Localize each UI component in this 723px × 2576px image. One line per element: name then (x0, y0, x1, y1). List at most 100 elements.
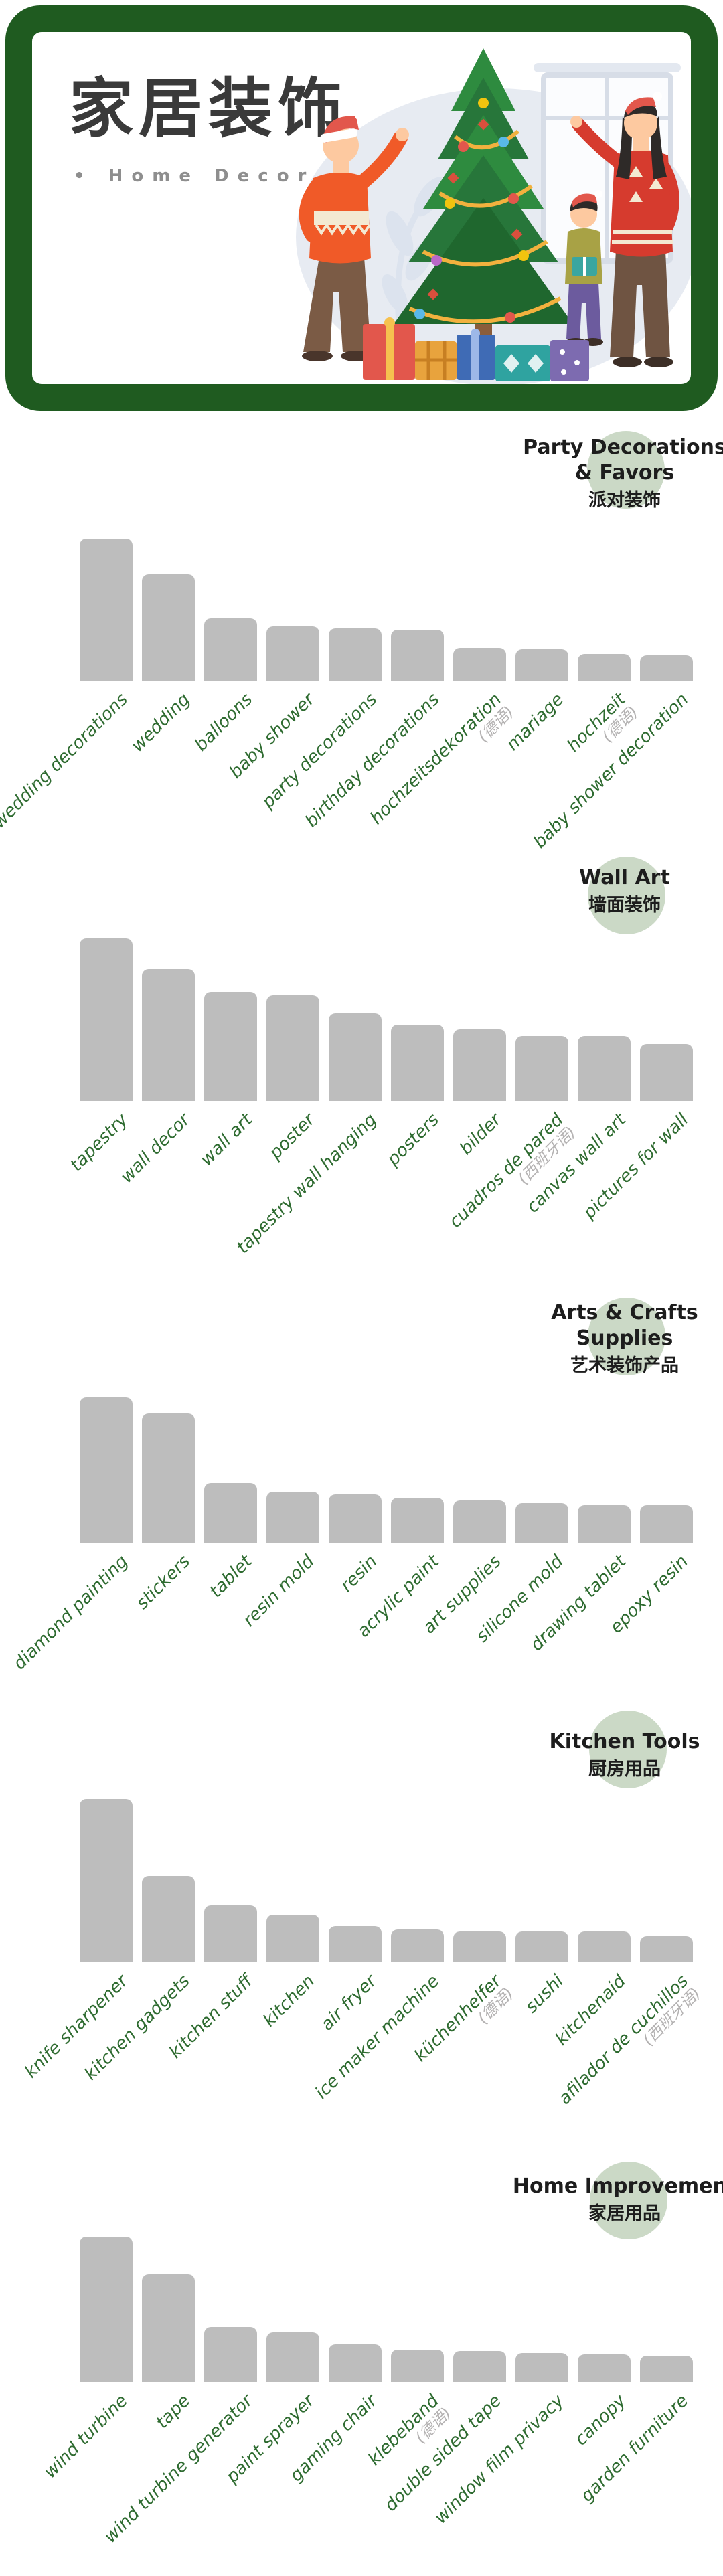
x-axis-labels: wind turbine tape wind turbine generator pa… (40, 2382, 698, 2549)
bar (453, 1931, 507, 1962)
bar (639, 2356, 694, 2382)
x-tick-label: tablet (206, 1551, 257, 1602)
bar-chart-wall-art: tapestry wall decor wall art poster tapestry… (66, 938, 698, 1268)
bar-slot (573, 1397, 635, 1543)
section-title-en-line1: Kitchen Tools (549, 1730, 700, 1753)
x-tick-label-text: wedding (127, 689, 195, 756)
x-tick-label: canopy (571, 2391, 630, 2450)
bar (453, 648, 507, 681)
section-title-zh: 家居用品 (588, 2203, 661, 2224)
bar-slot (511, 938, 573, 1101)
bar-slot (386, 1397, 449, 1543)
bar (577, 654, 631, 681)
bar-slot (635, 1397, 698, 1543)
x-tick: wedding decorations (0, 681, 137, 848)
bar (266, 626, 320, 681)
x-tick: kitchen stuff (165, 1962, 262, 2130)
x-tick-label-text: sushi (521, 1971, 568, 2018)
bar (204, 618, 258, 681)
section-title-zh: 派对装饰 (588, 490, 661, 511)
bar-slot (635, 539, 698, 681)
section-title: Kitchen Tools 厨房用品 (550, 1729, 700, 1782)
bar (79, 539, 133, 681)
bar (204, 1905, 258, 1962)
bar (328, 628, 382, 681)
section-accent-circle (589, 1711, 667, 1788)
bar (639, 655, 694, 681)
bar (266, 1915, 320, 1962)
x-tick-label: wall art (196, 1110, 257, 1170)
bar-slot (573, 2237, 635, 2382)
bar (515, 1503, 569, 1543)
bars-row (75, 1799, 698, 1962)
section-title-en-line2: & Favors (574, 461, 675, 485)
x-tick: posters (384, 1101, 449, 1268)
bar (515, 1931, 569, 1962)
bar (453, 1029, 507, 1101)
section-title: Party Decorations & Favors 派对装饰 (523, 435, 723, 513)
bar-slot (199, 1397, 262, 1543)
bar-slot (449, 2237, 511, 2382)
x-tick-label: sushi (521, 1971, 568, 2018)
x-tick: hochzeitsdekoration (德语) (366, 681, 517, 848)
bar-slot (449, 938, 511, 1101)
x-tick-label-text: wedding decorations (0, 689, 133, 833)
bar-slot (449, 1799, 511, 1962)
bar-slot (262, 2237, 324, 2382)
bar (266, 2332, 320, 2382)
x-tick-label-text: bilder (456, 1110, 506, 1159)
bar-slot (324, 1397, 386, 1543)
x-tick: pictures for wall (579, 1101, 698, 1268)
bar (328, 1013, 382, 1101)
bar (390, 630, 445, 681)
bar-slot (573, 1799, 635, 1962)
bar (79, 2237, 133, 2382)
section-accent-circle (588, 857, 665, 934)
x-tick: afilador de cuchillos (西班牙语) (554, 1962, 704, 2130)
x-tick-label-text: wall art (196, 1110, 257, 1170)
bar-slot (324, 2237, 386, 2382)
bar-slot (511, 2237, 573, 2382)
bar (639, 1505, 694, 1543)
x-tick-label-text: wind turbine (40, 2391, 133, 2482)
x-tick: garden furniture (577, 2382, 698, 2549)
bars-row (75, 539, 698, 681)
x-tick-label-text: diamond painting (9, 1551, 133, 1675)
section-accent-circle (588, 1298, 665, 1375)
bar-slot (75, 1799, 137, 1962)
bar-slot (324, 938, 386, 1101)
christmas-tree (394, 48, 573, 348)
bar (515, 649, 569, 681)
x-tick: baby shower decoration (530, 681, 698, 852)
bar-slot (199, 938, 262, 1101)
x-tick: wall decor (117, 1101, 199, 1268)
x-tick-label-text: air fryer (317, 1971, 382, 2035)
x-axis-labels: diamond painting stickers tablet resin mold… (9, 1543, 698, 1710)
x-tick-label: posters (384, 1110, 443, 1170)
x-tick: tapestry wall hanging (233, 1101, 386, 1268)
bar-slot (573, 938, 635, 1101)
x-tick-label: tapestry (66, 1110, 132, 1175)
header-subtitle-en: • Home Decor • (74, 166, 350, 186)
x-tick-label: wedding decorations (0, 689, 133, 833)
section-title: Arts & Crafts Supplies 艺术装饰产品 (551, 1300, 698, 1378)
bar-slot (386, 938, 449, 1101)
bar (577, 2354, 631, 2382)
bar-chart-party-decorations: wedding decorations wedding balloons baby s… (0, 539, 698, 852)
bar-slot (449, 1397, 511, 1543)
x-tick: resin mold (240, 1543, 324, 1710)
bar-slot (262, 1397, 324, 1543)
x-axis-labels: knife sharpener kitchen gadgets kitchen st… (21, 1962, 704, 2130)
tree-ornaments (414, 98, 529, 323)
bar-slot (511, 1397, 573, 1543)
bar-slot (262, 938, 324, 1101)
bar (515, 1036, 569, 1101)
x-tick-label-text: tablet (206, 1551, 257, 1602)
x-tick-label: diamond painting (9, 1551, 133, 1675)
bar-chart-arts-crafts: diamond painting stickers tablet resin mold… (9, 1397, 698, 1710)
x-tick: diamond painting (9, 1543, 137, 1710)
bar-slot (75, 539, 137, 681)
bar (141, 969, 195, 1101)
x-tick-label: tape (152, 2391, 194, 2433)
